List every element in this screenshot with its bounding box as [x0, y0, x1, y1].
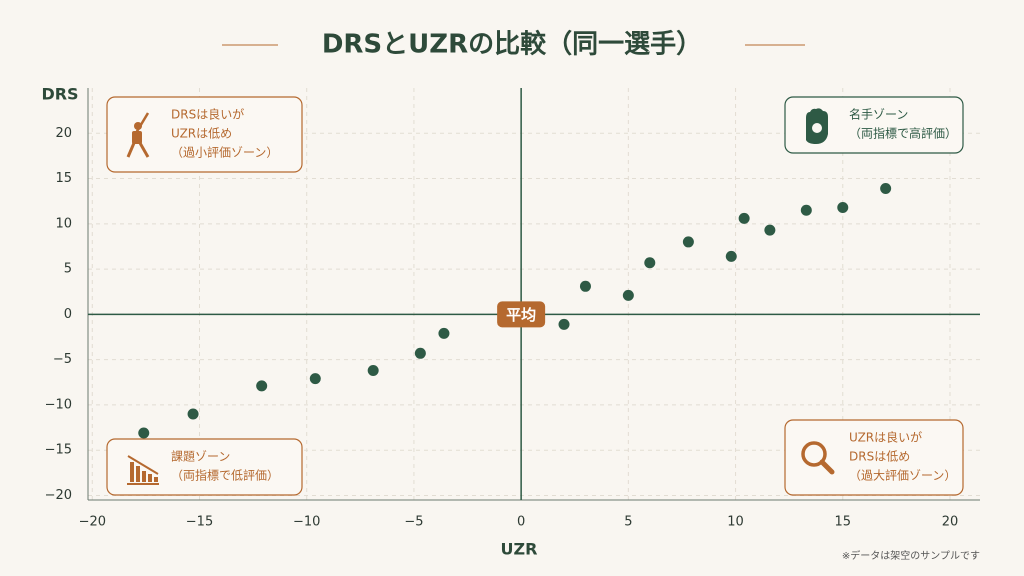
annotation-box — [784, 419, 964, 496]
point — [644, 257, 656, 269]
y-tick-label: 10 — [55, 216, 72, 231]
point — [579, 280, 591, 292]
y-tick-label: −15 — [45, 443, 72, 458]
x-tick-label: 10 — [727, 515, 744, 530]
point — [558, 318, 570, 330]
annotation-text: UZRは低め — [171, 127, 232, 141]
annotation-text: DRSは低め — [849, 450, 910, 464]
search-icon — [801, 441, 835, 475]
x-tick-label: −10 — [293, 515, 320, 530]
x-tick-label: −5 — [404, 515, 423, 530]
x-tick-label: −20 — [79, 515, 106, 530]
y-tick-label: 15 — [55, 171, 72, 186]
point — [837, 202, 849, 214]
plot-area: −20 −15 −10 −5 0 5 10 15 20 −20 −15 −10 −5 0 5 10 15 20 平均… — [45, 88, 980, 530]
x-tick-label: 15 — [834, 515, 851, 530]
center-badge — [497, 301, 546, 328]
x-tick-label: 5 — [624, 515, 632, 530]
decline-icon — [127, 455, 159, 485]
x-tick-label: 0 — [517, 515, 525, 530]
icons — [126, 108, 835, 485]
annotation-text: （両指標で高評価） — [849, 126, 957, 141]
annotation-text: （過小評価ゾーン） — [171, 145, 278, 160]
glove-icon — [806, 108, 828, 144]
point — [738, 212, 750, 224]
point — [256, 380, 268, 392]
chart-title: DRSとUZRの比較（同一選手） — [322, 29, 702, 60]
point — [438, 327, 450, 339]
y-axis-label: DRS — [41, 85, 78, 104]
point — [367, 365, 379, 377]
point — [725, 250, 737, 262]
point — [764, 224, 776, 236]
annotation-text: （過大評価ゾーン） — [849, 468, 956, 483]
point — [138, 427, 150, 439]
annotation-text: （両指標で低評価） — [171, 468, 279, 483]
x-tick-label: 20 — [942, 515, 959, 530]
annotation-text: UZRは良いが — [849, 430, 922, 445]
y-tick-label: 5 — [64, 262, 72, 277]
y-tick-label: 0 — [64, 307, 72, 322]
y-tick-label: −20 — [45, 488, 72, 503]
point — [800, 204, 812, 216]
annotation-text: DRSは良いが — [171, 107, 244, 122]
y-tick-label: −10 — [45, 397, 72, 412]
y-tick-label: −5 — [53, 352, 72, 367]
batter-icon — [126, 112, 150, 158]
point — [414, 347, 426, 359]
annotation-box — [106, 96, 303, 173]
annotation-text: 課題ゾーン — [171, 449, 230, 464]
y-tick-label: 20 — [55, 126, 72, 141]
x-tick-label: −15 — [186, 515, 213, 530]
center-label: 平均 — [506, 306, 536, 324]
point — [622, 289, 634, 301]
point — [880, 183, 892, 195]
x-axis-label: UZR — [501, 540, 538, 559]
note: ※データは架空のサンプルです — [842, 549, 980, 562]
point — [309, 373, 321, 385]
point — [187, 408, 199, 420]
annotation-box — [784, 96, 964, 154]
annotation-text: 名手ゾーン — [849, 107, 908, 122]
point — [682, 236, 694, 248]
